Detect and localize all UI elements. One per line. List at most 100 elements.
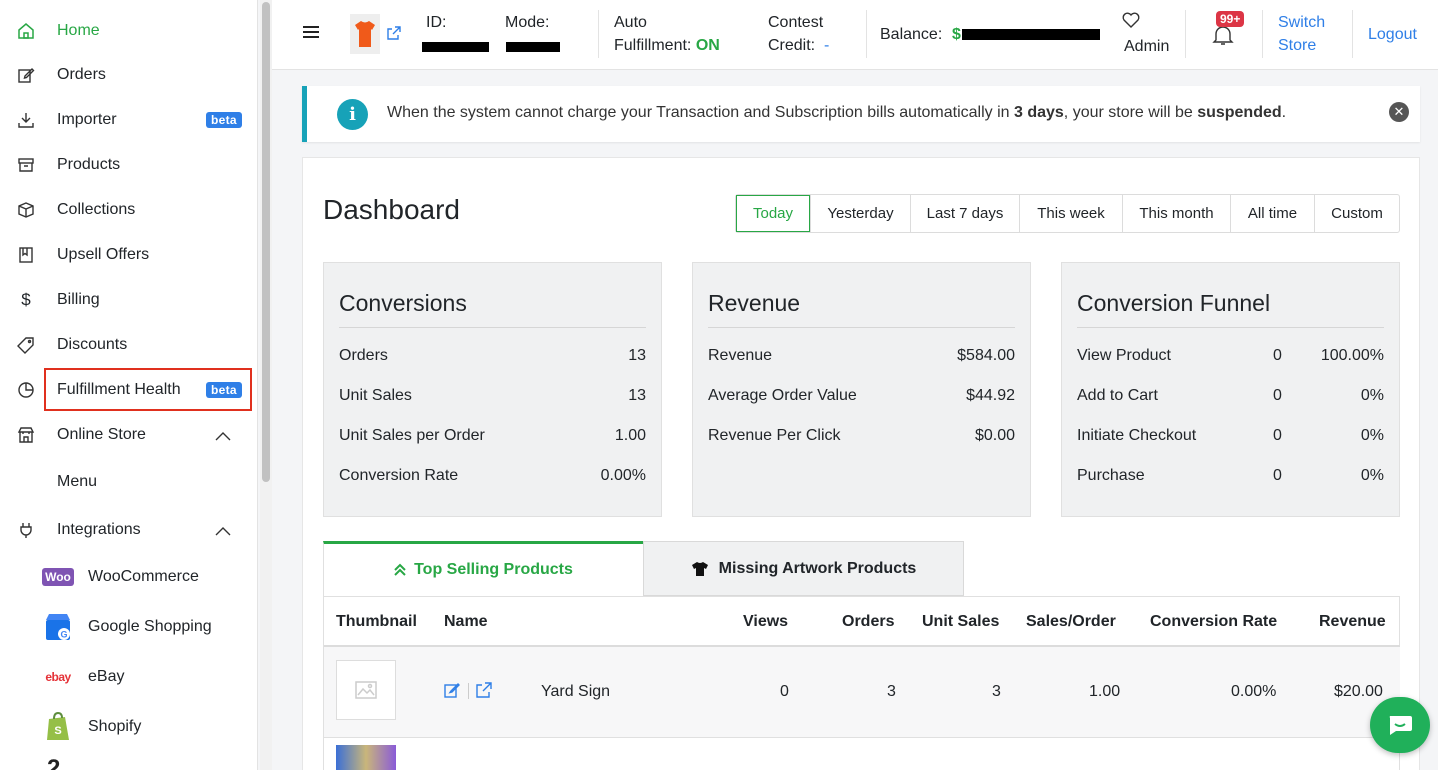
external-link-icon[interactable] <box>387 26 401 40</box>
sidebar-item-products[interactable]: Products <box>0 145 257 185</box>
funnel-row: Purchase 0 0% <box>1077 467 1384 484</box>
range-custom[interactable]: Custom <box>1314 195 1399 232</box>
funnel-row: Initiate Checkout 0 0% <box>1077 427 1384 444</box>
column-header[interactable]: Orders <box>842 613 895 630</box>
hamburger-menu-icon[interactable] <box>302 24 320 40</box>
range-this-month[interactable]: This month <box>1122 195 1230 232</box>
sidebar-item-collections[interactable]: Collections <box>0 190 257 230</box>
stat-row: Average Order Value $44.92 <box>708 387 1015 404</box>
divider <box>708 327 1015 328</box>
book-icon <box>16 245 36 265</box>
sidebar-subitem-ebay[interactable]: ebay eBay <box>0 657 257 697</box>
fulfillment-label: Fulfillment: <box>614 37 692 54</box>
dashboard-panel: Dashboard Today Yesterday Last 7 days Th… <box>302 157 1420 770</box>
column-header[interactable]: Sales/Order <box>1026 613 1116 630</box>
close-icon[interactable]: ✕ <box>1389 102 1409 122</box>
chat-button[interactable] <box>1370 697 1430 753</box>
range-today[interactable]: Today <box>736 195 810 232</box>
admin-label[interactable]: Admin <box>1124 38 1170 55</box>
range-yesterday[interactable]: Yesterday <box>810 195 910 232</box>
edit-icon[interactable] <box>444 682 460 698</box>
plug-icon <box>16 520 36 540</box>
tab-label: Top Selling Products <box>414 561 573 578</box>
beta-badge: beta <box>206 382 242 398</box>
logout-link[interactable]: Logout <box>1368 26 1417 43</box>
divider <box>598 10 599 58</box>
table-row[interactable]: Yard Sign 0 3 3 1.00 0.00% $20.00 <box>324 647 1400 738</box>
range-all-time[interactable]: All time <box>1230 195 1314 232</box>
tab-missing-artwork-products[interactable]: Missing Artwork Products <box>643 541 964 596</box>
notification-badge: 99+ <box>1216 11 1245 27</box>
sidebar-item-online-store[interactable]: Online Store <box>0 415 257 455</box>
heart-icon[interactable] <box>1122 12 1140 29</box>
product-thumbnail[interactable] <box>336 745 396 770</box>
bell-icon[interactable] <box>1212 24 1234 46</box>
unit-sales-cell: 3 <box>992 683 1001 700</box>
redacted-mode <box>506 42 560 52</box>
store-avatar[interactable] <box>350 14 380 54</box>
tag-icon <box>16 335 36 355</box>
sidebar-scrollbar[interactable] <box>260 0 272 770</box>
sidebar-subitem-google-shopping[interactable]: G Google Shopping <box>0 607 257 647</box>
sidebar-item-home[interactable]: Home <box>0 11 257 51</box>
external-link-icon[interactable] <box>476 682 492 698</box>
tshirt-icon <box>691 561 709 577</box>
sidebar-item-orders[interactable]: Orders <box>0 55 257 95</box>
tab-top-selling-products[interactable]: Top Selling Products <box>323 541 643 596</box>
product-thumbnail[interactable] <box>336 660 396 720</box>
range-this-week[interactable]: This week <box>1019 195 1122 232</box>
sidebar-item-importer[interactable]: Importer beta <box>0 100 257 140</box>
sidebar-item-label: Fulfillment Health <box>57 381 181 398</box>
sidebar-item-integrations[interactable]: Integrations <box>0 510 257 550</box>
woocommerce-logo-icon: Woo <box>42 562 74 592</box>
scrollbar-thumb[interactable] <box>262 2 270 482</box>
divider <box>1262 10 1263 58</box>
divider <box>1077 327 1384 328</box>
orders-cell: 3 <box>887 683 896 700</box>
credit-value[interactable]: - <box>824 37 830 54</box>
alert-message: When the system cannot charge your Trans… <box>387 104 1287 121</box>
column-header[interactable]: Revenue <box>1319 613 1386 630</box>
divider <box>1352 10 1353 58</box>
sidebar-item-label: Discounts <box>57 336 128 353</box>
chat-icon <box>1370 697 1430 753</box>
switch-store-link[interactable]: Switch Store <box>1278 14 1326 54</box>
sidebar-subitem-woocommerce[interactable]: Woo WooCommerce <box>0 557 257 597</box>
sidebar-item-discounts[interactable]: Discounts <box>0 325 257 365</box>
product-name[interactable]: Yard Sign <box>541 683 611 700</box>
sidebar-item-label: Upsell Offers <box>57 246 150 263</box>
balance-label: Balance: <box>880 26 943 43</box>
column-header[interactable]: Thumbnail <box>336 613 417 630</box>
divider <box>1185 10 1186 58</box>
store-icon <box>16 425 36 445</box>
sidebar-subitem-label: Google Shopping <box>88 618 212 635</box>
sidebar-item-label: Integrations <box>57 521 141 538</box>
double-chevron-up-icon <box>394 563 406 577</box>
stat-row: Revenue Per Click $0.00 <box>708 427 1015 444</box>
revenue-cell: $20.00 <box>1334 683 1383 700</box>
chevron-up-icon[interactable] <box>214 524 232 536</box>
sidebar-subitem-menu[interactable]: Menu <box>0 462 257 502</box>
table-header: Thumbnail Name Views Orders Unit Sales S… <box>324 596 1400 647</box>
download-icon <box>16 110 36 130</box>
shopify-bag-icon: S <box>43 712 73 742</box>
column-header[interactable]: Views <box>743 613 789 630</box>
sidebar-item-label: Online Store <box>57 426 146 443</box>
sidebar-item-upsell-offers[interactable]: Upsell Offers <box>0 235 257 275</box>
sidebar-subitem-shopify[interactable]: S Shopify <box>0 707 257 747</box>
svg-text:S: S <box>54 725 61 737</box>
chevron-up-icon[interactable] <box>214 429 232 441</box>
archive-icon <box>16 155 36 175</box>
sidebar-item-billing[interactable]: $ Billing <box>0 280 257 320</box>
column-header[interactable]: Conversion Rate <box>1150 613 1278 630</box>
image-placeholder-icon <box>337 661 395 719</box>
top-header: ID: Mode: Auto Fulfillment: ON Contest C… <box>272 0 1438 70</box>
column-header[interactable]: Unit Sales <box>922 613 1000 630</box>
date-range-selector: Today Yesterday Last 7 days This week Th… <box>735 194 1400 233</box>
top-products-table: Thumbnail Name Views Orders Unit Sales S… <box>323 596 1400 770</box>
card-title: Conversion Funnel <box>1077 290 1271 316</box>
column-header[interactable]: Name <box>444 613 488 630</box>
sidebar-item-fulfillment-health[interactable]: Fulfillment Health beta <box>0 370 257 410</box>
range-last-7-days[interactable]: Last 7 days <box>910 195 1019 232</box>
divider <box>339 327 646 328</box>
